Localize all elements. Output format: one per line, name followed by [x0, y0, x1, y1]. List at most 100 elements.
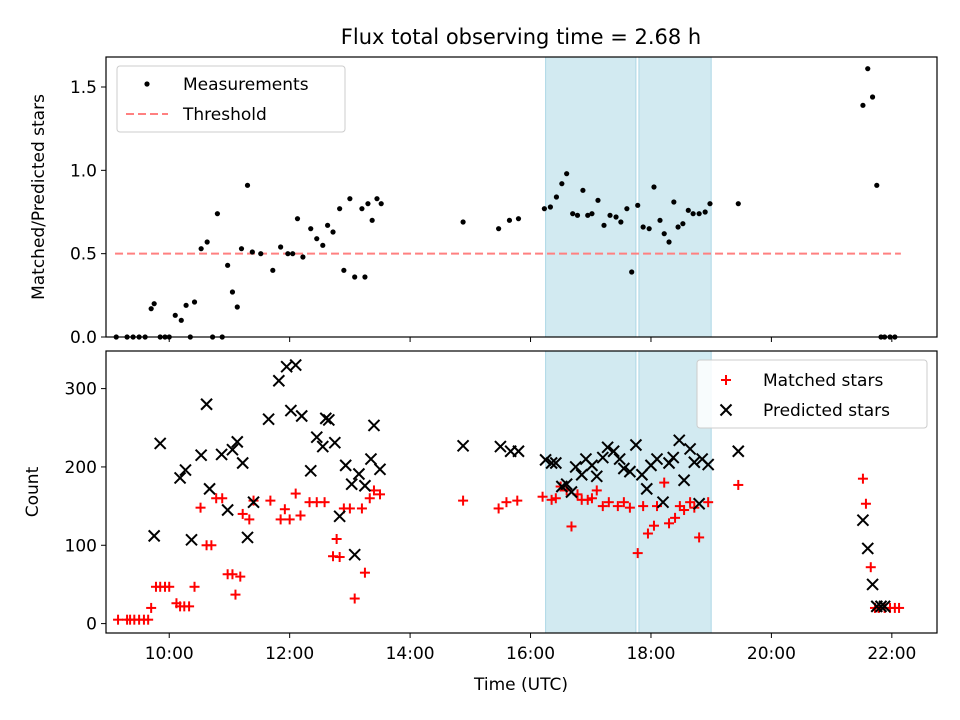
measurement-point [330, 229, 336, 235]
measurement-point [341, 267, 347, 273]
matched-star-point [143, 614, 154, 625]
y-tick-label: 1.5 [70, 78, 97, 98]
legend-label-measurements: Measurements [183, 75, 309, 95]
predicted-star-point-b [683, 442, 697, 456]
measurement-point [290, 251, 296, 257]
y-tick-label: 100 [65, 536, 97, 556]
predicted-star-point-b [179, 463, 192, 477]
predicted-star-point-b [688, 456, 701, 469]
measurement-point [547, 204, 554, 210]
predicted-star-point-b [231, 435, 244, 449]
matched-star-point [493, 503, 504, 514]
matched-star-point [685, 497, 696, 508]
predicted-star-point-b [613, 452, 626, 466]
predicted-star-point [549, 456, 563, 470]
predicted-star-point [241, 531, 254, 544]
predicted-star-point [866, 578, 879, 591]
matched-star-point [356, 503, 367, 514]
measurement-point [249, 249, 255, 255]
matched-star-point [244, 514, 255, 525]
top-shaded-intervals [545, 56, 712, 338]
predicted-star-point-b [878, 600, 891, 613]
predicted-star-point-b [673, 434, 686, 447]
measurement-point [352, 274, 358, 280]
predicted-star-point-b [247, 495, 260, 509]
predicted-star-point-b [153, 437, 167, 450]
predicted-star-point [878, 600, 891, 613]
measurement-point [618, 219, 624, 225]
predicted-star-point [656, 495, 670, 509]
measurement-point [629, 269, 635, 275]
predicted-star-point-b [617, 462, 631, 475]
matched-star-point [603, 497, 614, 508]
predicted-star-point [316, 440, 329, 453]
measurement-point [191, 299, 198, 305]
predicted-star-point [494, 440, 507, 453]
predicted-star-point [147, 529, 161, 543]
matched-star-point [664, 518, 675, 529]
measurement-point [666, 239, 672, 245]
predicted-star-point [575, 468, 588, 481]
predicted-star-point-b [545, 456, 558, 470]
measurement-point [148, 306, 154, 312]
matched-star-point [195, 502, 206, 513]
x-tick-label: 22:00 [867, 644, 916, 664]
measurement-point [646, 226, 652, 232]
matched-star-point [248, 495, 259, 506]
predicted-star-point [358, 479, 372, 492]
predicted-star-point [339, 459, 352, 472]
matched-star-point [586, 493, 597, 504]
predicted-star-point [677, 474, 691, 487]
matched-star-point [184, 601, 195, 612]
bottom-legend: Matched stars Predicted stars [696, 359, 928, 429]
matched-star-point [189, 581, 200, 592]
predicted-star-point [185, 533, 198, 546]
predicted-star-point-b [236, 456, 249, 470]
predicted-star-point-b [494, 440, 507, 453]
matched-star-point [265, 495, 276, 506]
measurement-point [183, 302, 189, 308]
predicted-star-point-b [367, 419, 381, 432]
measurement-point [214, 211, 221, 217]
predicted-star-point [861, 542, 874, 555]
predicted-star-point-b [701, 458, 715, 471]
predicted-star-point-b [856, 513, 870, 527]
y-tick-label: 200 [65, 458, 97, 478]
measurement-point [860, 102, 866, 108]
shaded-band-1 [545, 56, 637, 338]
matched-star-point [624, 502, 635, 513]
measurement-point [244, 182, 251, 188]
top-panel-frame [105, 56, 938, 338]
matched-star-point [679, 505, 690, 516]
measurements-series [113, 66, 898, 340]
matched-star-point [237, 508, 248, 519]
predicted-star-point [874, 600, 888, 613]
predicted-star-point [236, 456, 249, 470]
predicted-star-point [688, 456, 701, 469]
measurement-point [365, 201, 371, 207]
predicted-star-point [545, 456, 558, 470]
matched-star-point [648, 520, 659, 531]
predicted-star-point [367, 419, 381, 432]
predicted-star-point-b [585, 459, 599, 472]
measurement-point [204, 239, 210, 245]
x-tick-label: 20:00 [747, 644, 796, 664]
predicted-star-point-b [348, 548, 361, 561]
predicted-star-point-b [677, 474, 691, 487]
predicted-star-point [456, 439, 470, 452]
predicted-star-point [304, 464, 317, 478]
y-tick-label: 300 [65, 380, 97, 400]
measurement-point [671, 199, 677, 205]
predicted-star-point-b [635, 468, 649, 481]
predicted-star-point-b [874, 600, 888, 613]
matched-star-point [284, 514, 295, 525]
predicted-star-point [601, 441, 614, 454]
predicted-stars-series [147, 358, 891, 613]
legend-marker-measurements [144, 81, 150, 87]
measurement-point [515, 216, 522, 222]
measurement-point [702, 209, 708, 215]
measurement-point [258, 251, 264, 257]
predicted-star-point [203, 482, 216, 496]
measurement-point [314, 236, 320, 242]
predicted-star-point [569, 460, 582, 474]
